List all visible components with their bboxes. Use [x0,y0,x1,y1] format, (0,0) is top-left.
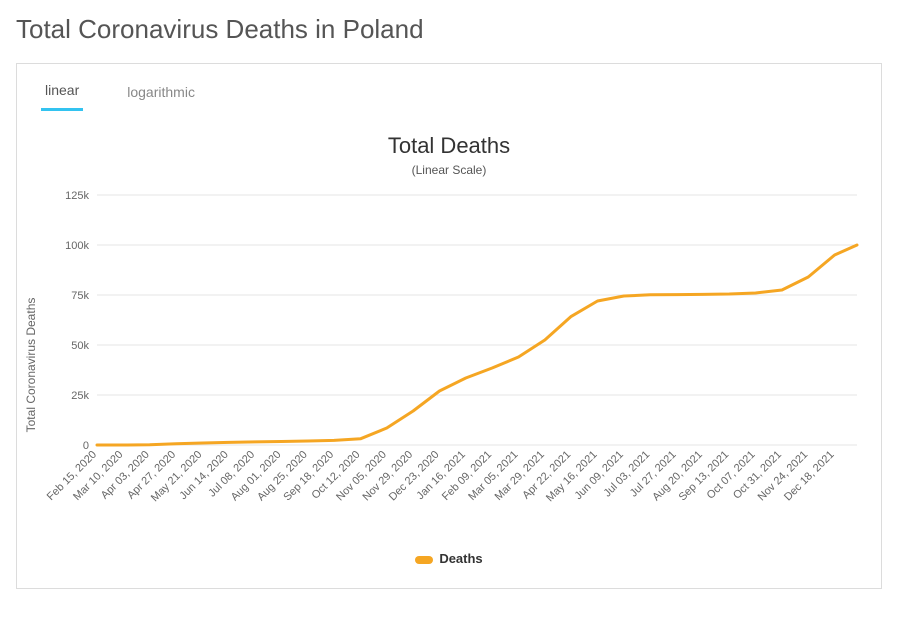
chart-title: Total Deaths [35,133,863,159]
tab-linear[interactable]: linear [41,78,83,111]
chart-card: linear logarithmic Total Deaths (Linear … [16,63,882,589]
chart-subtitle: (Linear Scale) [35,163,863,177]
svg-text:25k: 25k [71,390,89,402]
svg-text:125k: 125k [65,190,89,202]
legend-label: Deaths [439,551,482,566]
tab-logarithmic[interactable]: logarithmic [123,78,199,111]
legend: Deaths [35,545,863,576]
legend-swatch [415,556,433,564]
y-axis-label: Total Coronavirus Deaths [24,298,38,433]
svg-text:100k: 100k [65,240,89,252]
svg-text:75k: 75k [71,290,89,302]
plot-wrapper: Total Coronavirus Deaths 025k50k75k100k1… [39,185,859,545]
scale-tabs: linear logarithmic [17,64,881,111]
page-title: Total Coronavirus Deaths in Poland [16,14,882,45]
svg-text:50k: 50k [71,340,89,352]
chart-area: Total Deaths (Linear Scale) Total Corona… [17,111,881,588]
chart-svg: 025k50k75k100k125kFeb 15, 2020Mar 10, 20… [39,185,867,540]
